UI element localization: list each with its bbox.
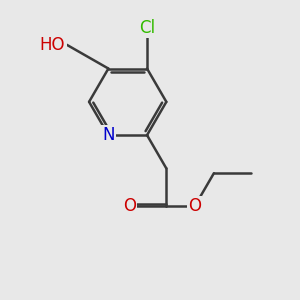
Text: Cl: Cl xyxy=(139,19,155,37)
Text: N: N xyxy=(102,126,115,144)
Text: HO: HO xyxy=(40,36,65,54)
Text: O: O xyxy=(123,197,136,215)
Text: O: O xyxy=(188,197,201,215)
